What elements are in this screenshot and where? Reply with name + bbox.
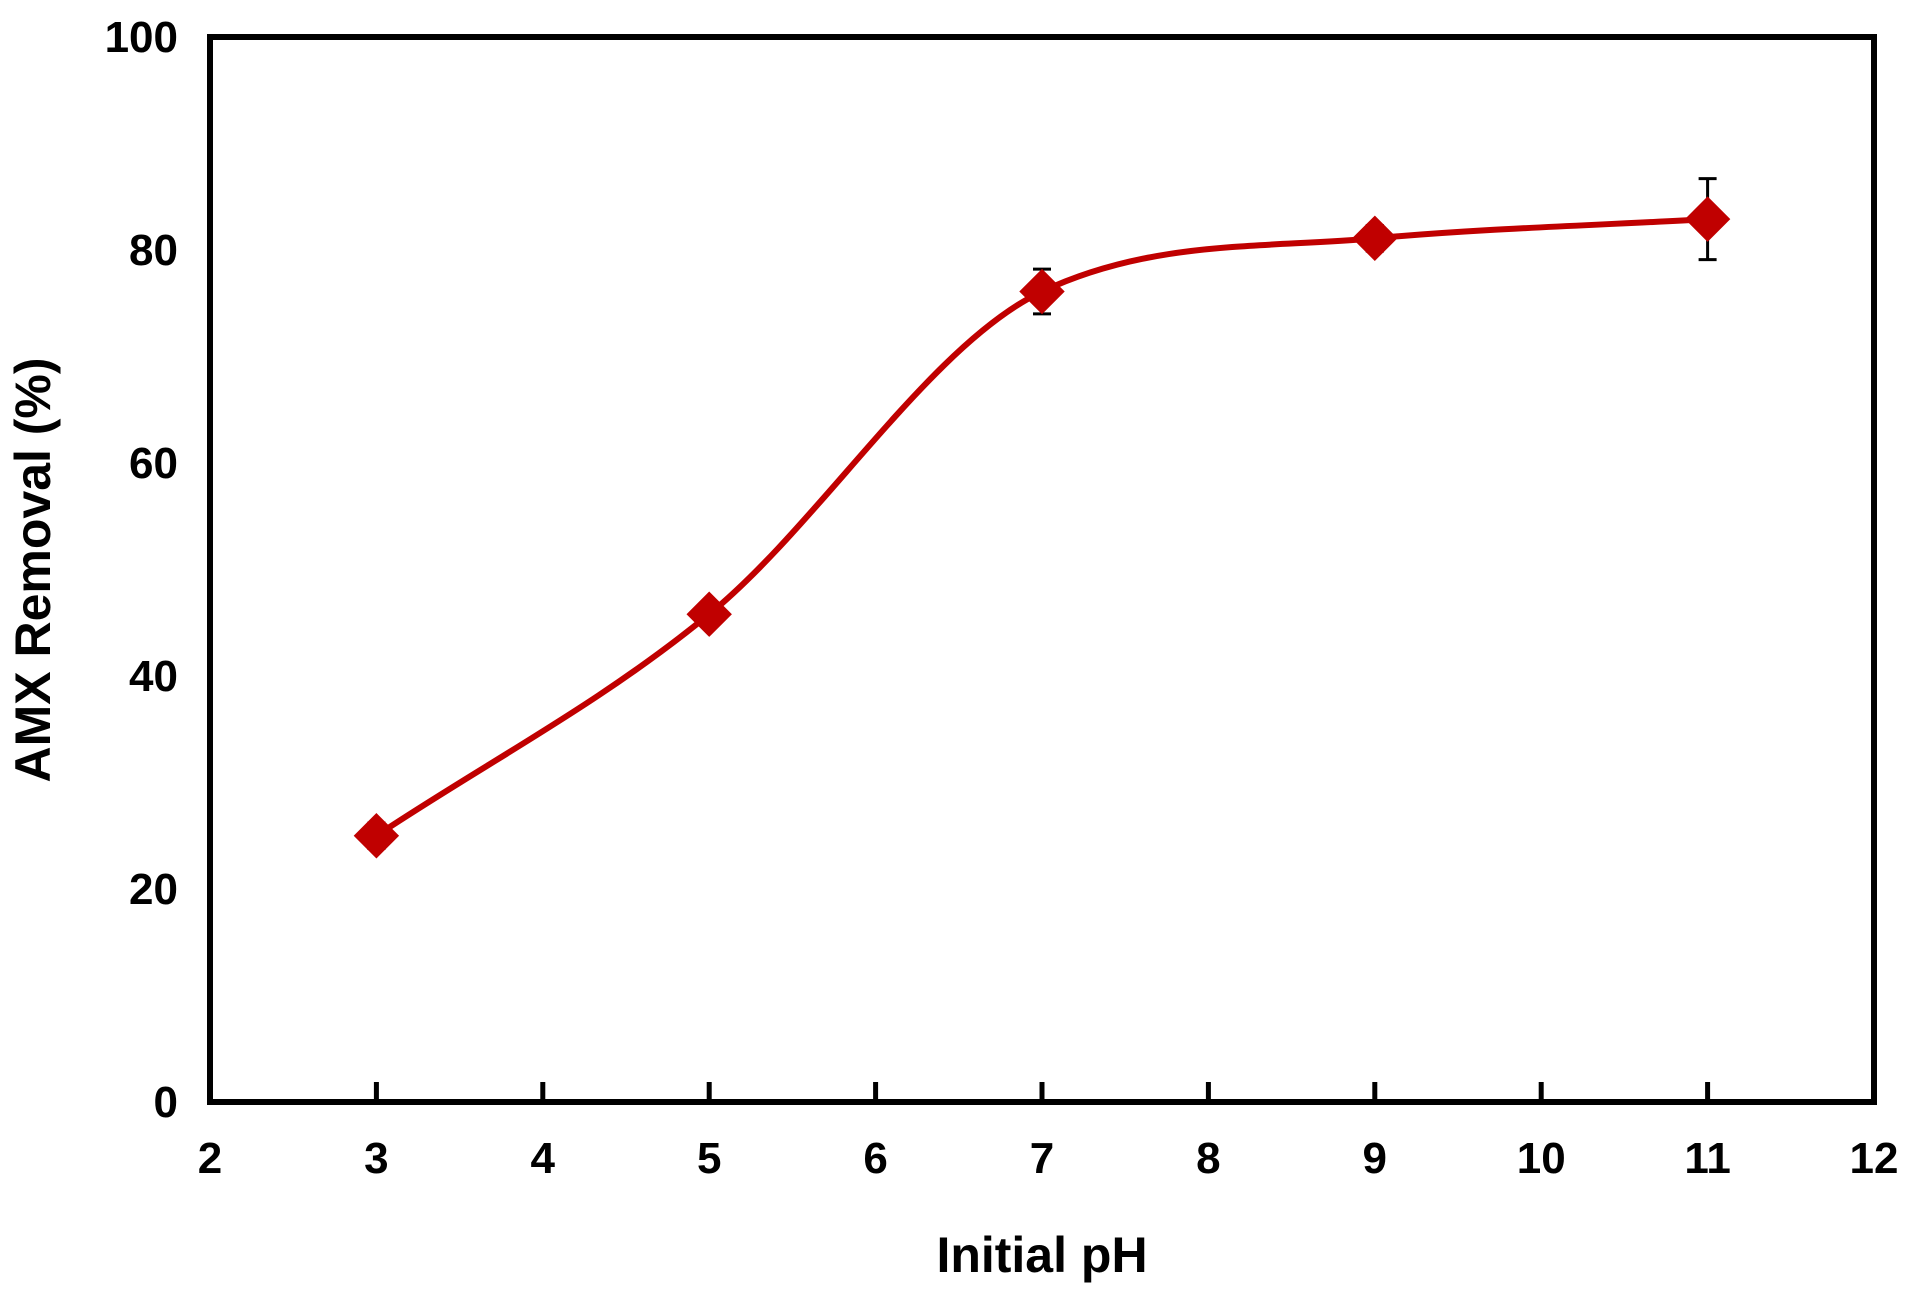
x-tick-label: 10 xyxy=(1517,1134,1566,1183)
data-point xyxy=(1352,215,1398,261)
x-tick-label: 3 xyxy=(364,1134,388,1183)
x-tick-label: 9 xyxy=(1363,1134,1387,1183)
y-tick-label: 100 xyxy=(105,13,178,62)
y-tick-label: 60 xyxy=(129,439,178,488)
y-tick-label: 20 xyxy=(129,865,178,914)
y-tick-label: 80 xyxy=(129,226,178,275)
x-tick-label: 8 xyxy=(1196,1134,1220,1183)
y-tick-label: 40 xyxy=(129,652,178,701)
data-point xyxy=(1684,196,1731,242)
y-axis-title: AMX Removal (%) xyxy=(5,357,61,782)
data-point xyxy=(686,591,732,637)
x-tick-label: 11 xyxy=(1684,1134,1731,1183)
series-line xyxy=(373,216,1711,839)
series-layer xyxy=(353,177,1731,859)
x-tick-label: 7 xyxy=(1030,1134,1054,1183)
x-tick-label: 12 xyxy=(1850,1134,1899,1183)
data-point xyxy=(353,813,400,859)
x-tick-label: 5 xyxy=(697,1134,721,1183)
y-axis-ticks: 0 20 40 60 80 100 xyxy=(105,13,178,1127)
x-tick-label: 2 xyxy=(198,1134,222,1183)
x-tick-label: 4 xyxy=(531,1134,556,1183)
data-point xyxy=(1019,268,1065,315)
x-axis-ticks: 2 3 4 5 6 7 8 9 10 11 12 xyxy=(198,1082,1899,1183)
plot-frame xyxy=(207,34,1877,1105)
x-axis-title: Initial pH xyxy=(936,1227,1147,1283)
y-tick-label: 0 xyxy=(154,1078,178,1127)
x-tick-label: 6 xyxy=(863,1134,887,1183)
